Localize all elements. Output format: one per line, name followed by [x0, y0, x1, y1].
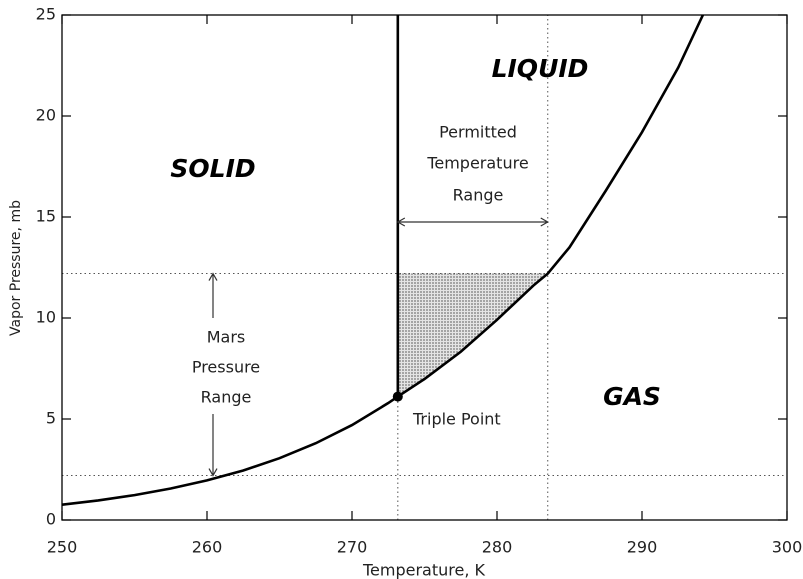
x-tick-label: 290	[627, 538, 658, 557]
pressure-range-arrow	[208, 414, 218, 477]
y-axis-label: Vapor Pressure, mb	[8, 200, 24, 336]
region-label: GAS	[603, 382, 661, 411]
range-label: Range	[453, 186, 504, 205]
y-tick-label: 20	[36, 106, 56, 125]
triple-point-label: Triple Point	[412, 410, 501, 429]
x-tick-label: 250	[47, 538, 78, 557]
temperature-range-arrow	[396, 217, 549, 227]
y-tick-label: 15	[36, 207, 56, 226]
plot-area	[62, 15, 787, 520]
y-tick-label: 0	[46, 510, 56, 529]
y-tick-label: 5	[46, 409, 56, 428]
x-tick-label: 260	[192, 538, 223, 557]
region-label: SOLID	[170, 154, 255, 183]
x-tick-label: 270	[337, 538, 368, 557]
permitted-region	[397, 273, 548, 397]
phase-boundary	[62, 15, 705, 506]
y-tick-label: 25	[36, 5, 56, 24]
y-tick-label: 10	[36, 308, 56, 327]
region-label: LIQUID	[492, 54, 589, 83]
x-tick-label: 280	[482, 538, 513, 557]
x-tick-label: 300	[772, 538, 803, 557]
range-label: Temperature	[426, 154, 528, 173]
x-axis-label: Temperature, K	[362, 561, 486, 579]
plot-frame	[61, 14, 788, 521]
range-label: Pressure	[192, 358, 260, 377]
range-label: Permitted	[439, 123, 517, 142]
triple-point	[392, 391, 403, 402]
range-label: Range	[201, 388, 252, 407]
pressure-range-arrow	[208, 272, 218, 318]
range-label: Mars	[207, 328, 246, 347]
